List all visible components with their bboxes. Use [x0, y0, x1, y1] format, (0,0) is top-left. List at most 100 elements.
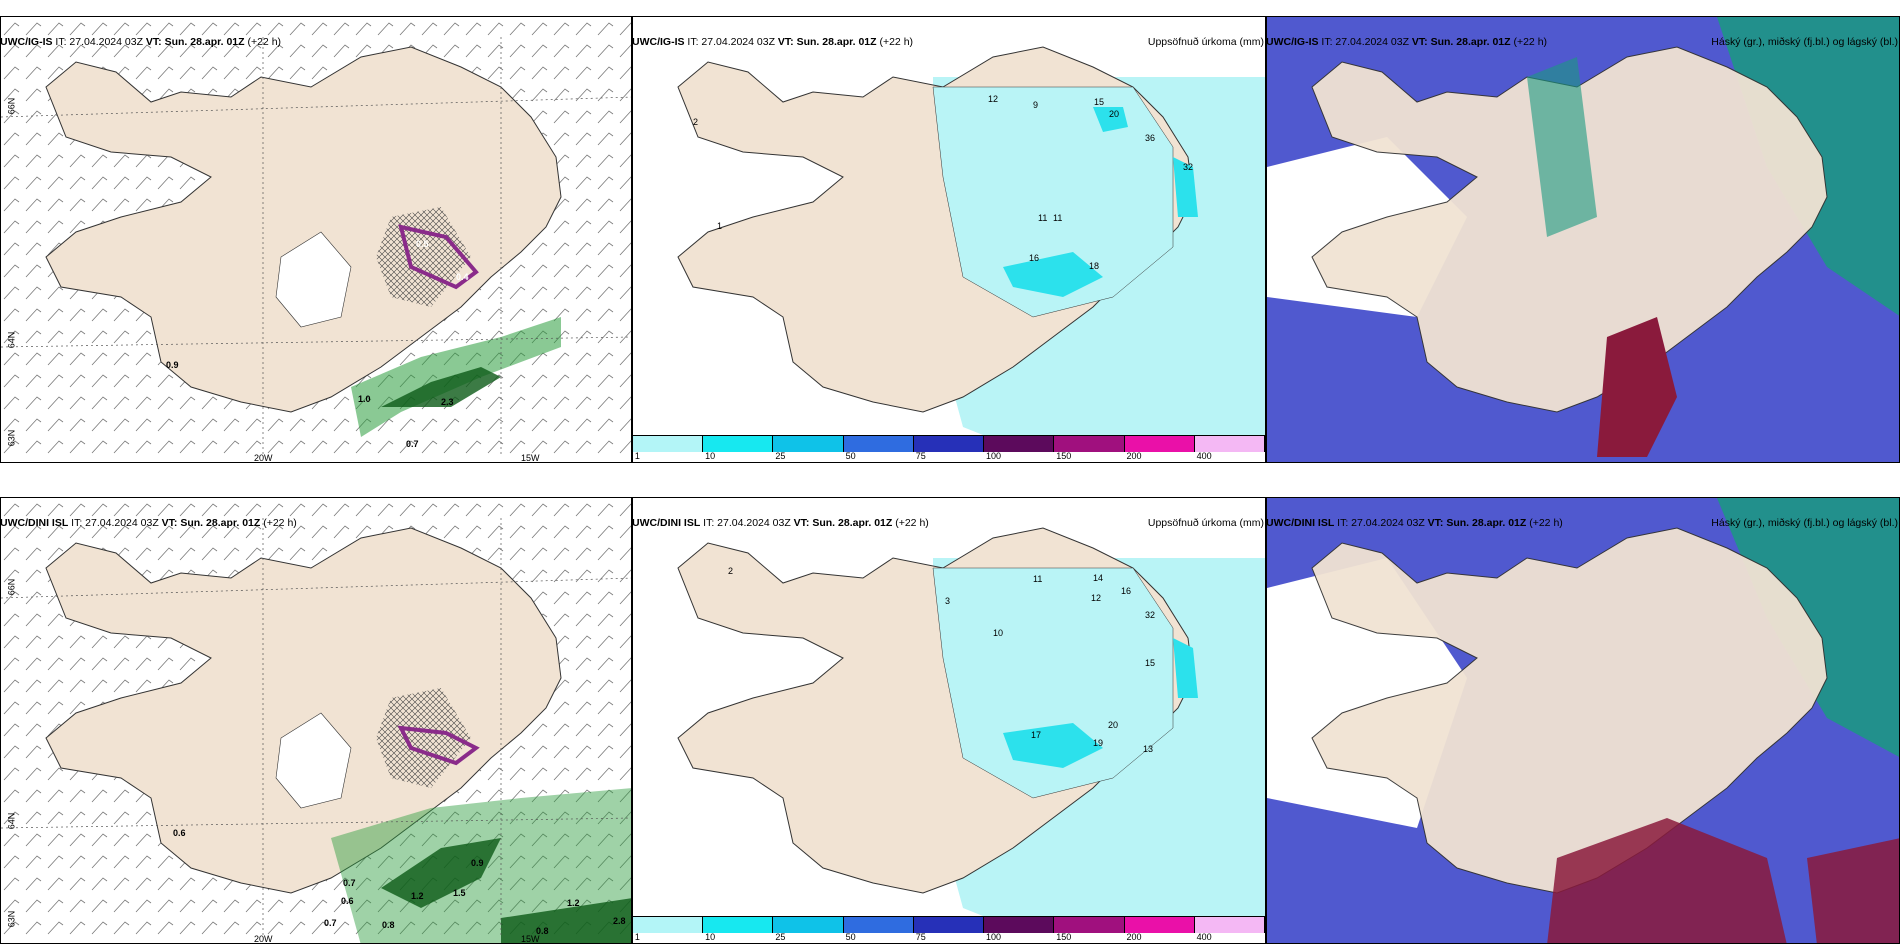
precip-legend — [633, 916, 1265, 933]
legend-tick-label: 200 — [1126, 451, 1142, 461]
valid-label: VT: — [161, 517, 178, 529]
panel-header: UWC/DINI ISL IT: 27.04.2024 03Z VT: Sun.… — [0, 513, 632, 533]
valid-time: Sun. 28.apr. 01Z — [180, 517, 261, 529]
value-label: 12 — [988, 94, 999, 104]
legend-labels: 1 10 25 50 75 100 150 200 400 — [633, 932, 1265, 943]
panel-title: Uppsöfnuð úrkoma (mm) — [1147, 517, 1264, 529]
precip-map-svg — [677, 527, 1265, 928]
legend-tick-label: 100 — [986, 451, 1002, 461]
init-time: IT: 27.04.2024 03Z — [1337, 517, 1425, 529]
valid-time: Sun. 28.apr. 01Z — [1446, 517, 1527, 529]
panel-header: UWC/IG-IS IT: 27.04.2024 03Z VT: Sun. 28… — [632, 32, 1266, 52]
wind-map-panel: 66N 64N 63N 20W 15W 0.6 0.7 0.6 0.7 0.8 … — [0, 497, 632, 944]
value-label: 32 — [1183, 162, 1194, 172]
value-label: 10 — [993, 628, 1004, 638]
init-time: IT: 27.04.2024 03Z — [687, 36, 775, 48]
lon-label: 20W — [254, 934, 273, 944]
value-label: 1.5 — [453, 888, 466, 898]
value-label: 0.7 — [406, 439, 419, 449]
legend-tick-label: 75 — [915, 451, 926, 461]
legend-swatch — [843, 436, 914, 452]
legend-swatch — [913, 917, 985, 933]
value-label: 0.9 — [471, 858, 484, 868]
legend-swatch — [1054, 436, 1125, 452]
cloud-map-svg — [1267, 17, 1899, 462]
legend-tick-label: 1 — [634, 451, 640, 461]
value-label: 15 — [1145, 658, 1156, 668]
precip-legend — [633, 435, 1265, 452]
value-label: 11 — [1038, 213, 1048, 223]
init-time: IT: 27.04.2024 03Z — [55, 36, 143, 48]
lead-time: (+22 h) — [879, 36, 914, 48]
value-label: 0.8 — [382, 920, 395, 930]
valid-time: Sun. 28.apr. 01Z — [1430, 36, 1511, 48]
precip-map-svg — [677, 46, 1265, 447]
value-label: 19 — [1093, 738, 1104, 748]
valid-time: Sun. 28.apr. 01Z — [796, 36, 877, 48]
init-time: IT: 27.04.2024 03Z — [1321, 36, 1409, 48]
legend-tick-label: 25 — [775, 932, 786, 942]
legend-swatch — [913, 436, 985, 452]
valid-time: Sun. 28.apr. 01Z — [164, 36, 245, 48]
legend-swatch — [843, 917, 914, 933]
value-label: 2.8 — [613, 916, 626, 926]
iceland-shape — [1311, 527, 1828, 894]
wind-map-svg — [1, 17, 631, 462]
value-label: 0.7 — [324, 918, 337, 928]
value-label: 11 — [1033, 574, 1043, 584]
value-label: 1.2 — [411, 891, 424, 901]
lat-label: 66N — [6, 97, 17, 115]
value-label: 0.9 — [166, 360, 179, 370]
lead-time: (+22 h) — [1513, 36, 1548, 48]
legend-swatch — [633, 436, 704, 452]
lat-label: 66N — [6, 578, 17, 596]
lon-label: 15W — [521, 934, 540, 944]
panel-title: Uppsöfnuð úrkoma (mm) — [1147, 36, 1264, 48]
value-label: 20 — [1108, 720, 1119, 730]
legend-tick-label: 50 — [845, 932, 856, 942]
legend-tick-label: 150 — [1056, 451, 1072, 461]
legend-swatch — [1194, 917, 1265, 933]
legend-tick-label: 400 — [1196, 451, 1212, 461]
init-time: IT: 27.04.2024 03Z — [71, 517, 159, 529]
value-label: 1 — [717, 221, 723, 231]
legend-swatch — [1054, 917, 1125, 933]
valid-label: VT: — [1411, 36, 1428, 48]
model-name: UWC/IG-IS — [0, 36, 53, 48]
legend-tick-label: 10 — [705, 451, 716, 461]
panel-header: UWC/DINI ISL IT: 27.04.2024 03Z VT: Sun.… — [632, 513, 1266, 533]
legend-swatch — [633, 917, 704, 933]
panel-title: Háský (gr.), miðský (fj.bl.) og lágský (… — [1711, 517, 1898, 529]
legend-tick-label: 50 — [845, 451, 856, 461]
iceland-shape — [45, 527, 562, 894]
lat-label: 63N — [6, 429, 17, 447]
value-label: 17 — [1031, 730, 1042, 740]
value-label: 0.7 — [343, 878, 356, 888]
value-label: 16 — [1121, 586, 1132, 596]
precip-map-panel: 2 3 10 11 14 16 12 32 15 17 19 20 13 1 10… — [632, 497, 1266, 944]
legend-tick-label: 25 — [775, 451, 786, 461]
lat-label: 63N — [6, 910, 17, 928]
panel-header: UWC/IG-IS IT: 27.04.2024 03Z VT: Sun. 28… — [0, 32, 632, 52]
panel-header: UWC/IG-IS IT: 27.04.2024 03Z VT: Sun. 28… — [1266, 32, 1900, 52]
lon-label: 20W — [254, 453, 273, 463]
value-label: 32 — [1145, 610, 1156, 620]
value-label: 36 — [1145, 133, 1156, 143]
value-label: 16 — [1029, 253, 1040, 263]
value-label: 0.5 — [416, 239, 429, 249]
value-label: 1.2 — [567, 898, 580, 908]
value-label: 12 — [1091, 593, 1102, 603]
legend-swatch — [1194, 436, 1265, 452]
panel-title: Háský (gr.), miðský (fj.bl.) og lágský (… — [1711, 36, 1898, 48]
lead-time: (+22 h) — [263, 517, 297, 529]
legend-tick-label: 150 — [1056, 932, 1072, 942]
legend-swatch — [984, 917, 1055, 933]
legend-labels: 1 10 25 50 75 100 150 200 400 — [633, 451, 1265, 462]
lead-time: (+22 h) — [247, 36, 282, 48]
valid-label: VT: — [1427, 517, 1444, 529]
value-label: 14 — [1093, 573, 1104, 583]
lat-label: 64N — [6, 812, 17, 830]
legend-swatch — [1124, 436, 1195, 452]
value-label: 2 — [693, 117, 699, 127]
value-label: 11 — [1053, 213, 1063, 223]
